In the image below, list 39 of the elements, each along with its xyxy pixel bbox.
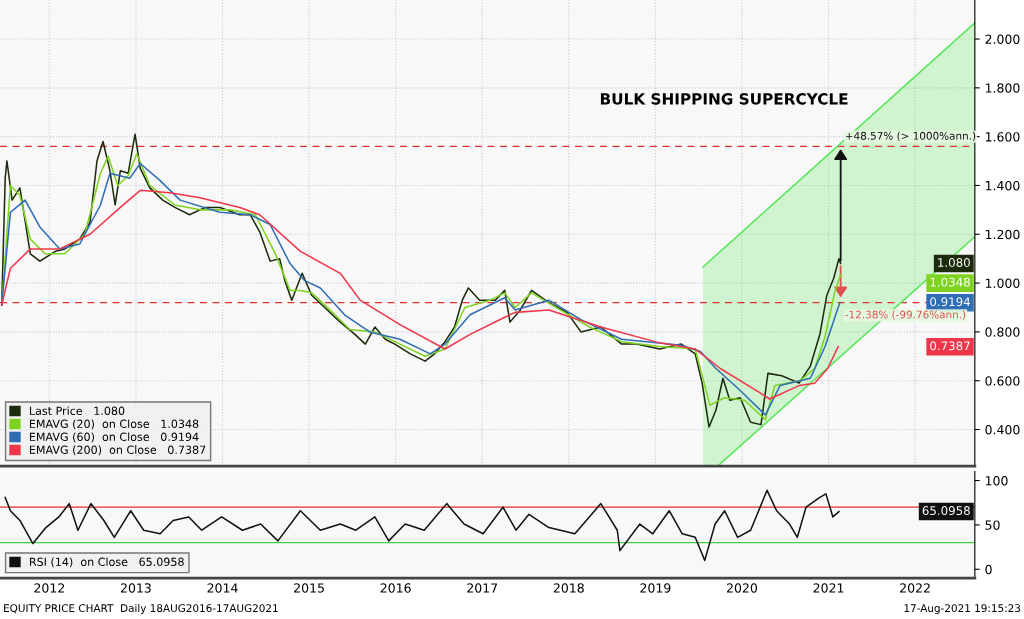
x-tick-label: 2015: [294, 583, 324, 593]
x-tick-label: 2017: [467, 583, 498, 593]
annotation: +48.57% (> 1000%ann.): [845, 131, 976, 141]
annotation: 1.0348: [930, 277, 970, 287]
legend-label: RSI (14) on Close 65.0958: [29, 557, 184, 568]
x-tick-label: 2013: [120, 583, 151, 593]
text: 17-Aug-2021 19:15:23: [904, 604, 1021, 615]
x-tick-label: 2018: [553, 583, 584, 593]
annotation: 0.7387: [930, 341, 970, 351]
x-tick-label: 2019: [640, 583, 671, 593]
legend-label: EMAVG (200) on Close 0.7387: [29, 445, 206, 456]
x-tick-label: 2014: [207, 583, 238, 593]
y-tick-label: 1.200: [985, 229, 1020, 240]
y-tick-label: 2.000: [985, 34, 1020, 44]
x-tick-label: 2020: [726, 583, 758, 593]
annotation: -12.38% (-99.76%ann.): [845, 310, 966, 320]
annotation: 0.9194: [930, 297, 971, 307]
line-series: [0, 189, 839, 400]
y-tick-label: 0.600: [985, 376, 1020, 386]
annotation: 65.0958: [922, 506, 970, 516]
y-tick-label: 0: [985, 564, 992, 575]
x-tick-label: 2016: [380, 583, 411, 593]
y-tick-label: 0.400: [985, 424, 1020, 435]
x-tick-label: 2022: [900, 583, 930, 593]
text: EQUITY PRICE CHART Daily 18AUG2016-17AUG2021: [4, 603, 278, 615]
y-tick-label: 1.800: [985, 83, 1020, 93]
legend-label: Last Price 1.080: [29, 406, 125, 416]
annotation: 1.080: [938, 258, 970, 267]
y-tick-label: 50: [985, 520, 1000, 530]
y-tick-label: 1.400: [985, 180, 1020, 191]
annotation: BULK SHIPPING SUPERCYCLE: [600, 93, 848, 105]
y-tick-label: 0.800: [985, 327, 1020, 337]
y-tick-label: 1.000: [985, 278, 1020, 289]
legend-label: EMAVG (60) on Close 0.9194: [29, 432, 199, 443]
x-tick-label: 2012: [34, 583, 64, 593]
y-tick-label: 1.600: [985, 132, 1020, 142]
legend-label: EMAVG (20) on Close 1.0348: [29, 419, 199, 430]
y-tick-label: 100: [985, 476, 1008, 486]
x-tick-label: 2021: [813, 583, 844, 593]
